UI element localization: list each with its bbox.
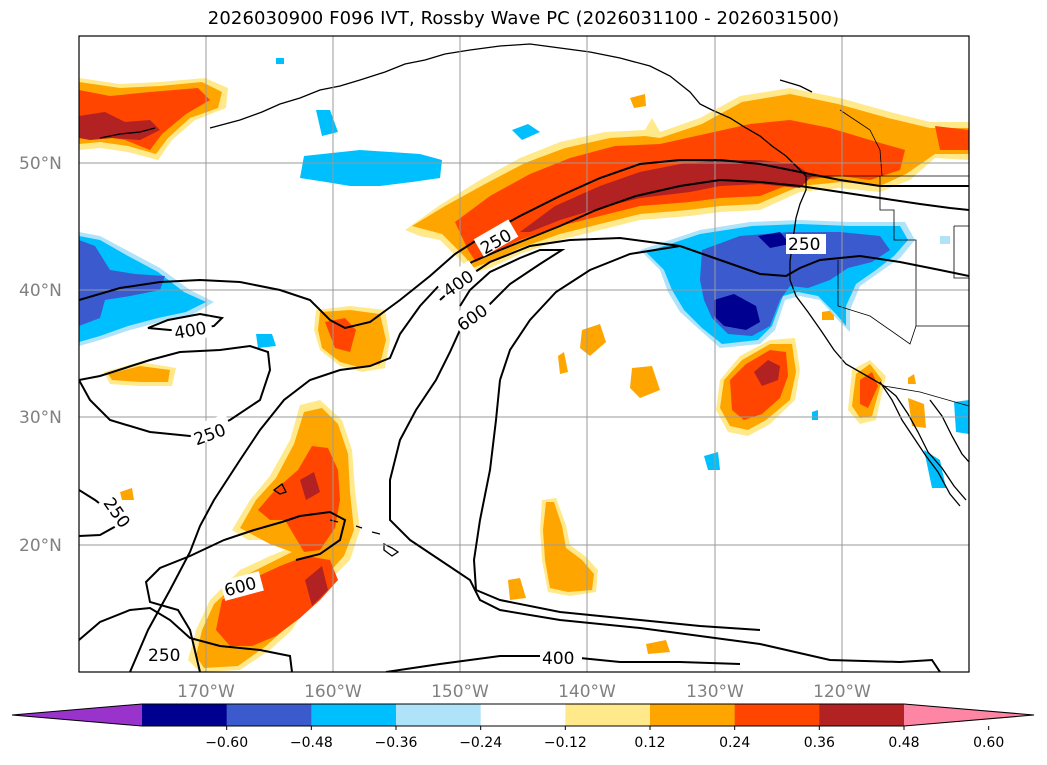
longitude-labels: 170°W 160°W 150°W 140°W 130°W 120°W [177,682,871,702]
colorbar-swatch [734,704,820,726]
coastline-alaska [444,43,713,111]
coastline-bc [711,109,807,177]
colorbar-tick-label: 0.60 [973,735,1004,751]
coastline-us-west [789,176,967,501]
colorbar-extend-high [904,704,1034,726]
colorbar-swatch [142,704,228,726]
lon-label: 130°W [686,682,744,702]
coastlines [99,43,969,557]
contour-label: 250 [788,235,820,255]
coastline-baja [879,381,961,507]
colorbar-tick-label: 0.36 [804,735,835,751]
lon-label: 170°W [177,682,235,702]
lon-label: 120°W [813,682,871,702]
colorbar-tick-label: −0.36 [375,735,418,751]
lon-label: 150°W [431,682,489,702]
graticule [79,36,969,672]
colorbar-tick-label: −0.48 [290,735,333,751]
lat-label: 50°N [19,154,62,174]
lon-label: 140°W [558,682,616,702]
colorbar-tick-label: 0.48 [888,735,919,751]
contour-label: 400 [542,649,574,669]
colorbar-tick-label: −0.60 [205,735,248,751]
colorbar-tick-label: 0.24 [719,735,750,751]
map-title: 2026030900 F096 IVT, Rossby Wave PC (202… [207,8,840,29]
colorbar-swatch [311,704,397,726]
colorbar-swatch [565,704,651,726]
colorbar-swatch [226,704,312,726]
colorbar-extend-low [12,704,142,726]
hawaii-islands [329,519,400,557]
lat-label: 20°N [19,536,62,556]
colorbar: −0.60 −0.48 −0.36 −0.24 −0.12 0.12 0.24 0.36 0.4… [11,703,1035,751]
colorbar-tick-label: −0.12 [544,735,587,751]
lat-label: 30°N [19,408,62,428]
colorbar-tick-label: −0.24 [459,735,502,751]
colorbar-swatch [819,704,905,726]
contour-label: 250 [148,646,180,666]
positive-anomaly-fills [79,78,969,672]
latitude-labels: 50°N 40°N 30°N 20°N [19,154,62,556]
coastline-aleutians [209,53,446,129]
colorbar-swatch [396,704,482,726]
lon-label: 160°W [304,682,362,702]
colorbar-outline [11,703,1035,727]
colorbar-tick-label: 0.12 [634,735,665,751]
political-borders [806,109,969,407]
colorbar-swatch [650,704,736,726]
map-frame [78,35,970,673]
colorbar-swatch [480,704,566,726]
lat-label: 40°N [19,281,62,301]
